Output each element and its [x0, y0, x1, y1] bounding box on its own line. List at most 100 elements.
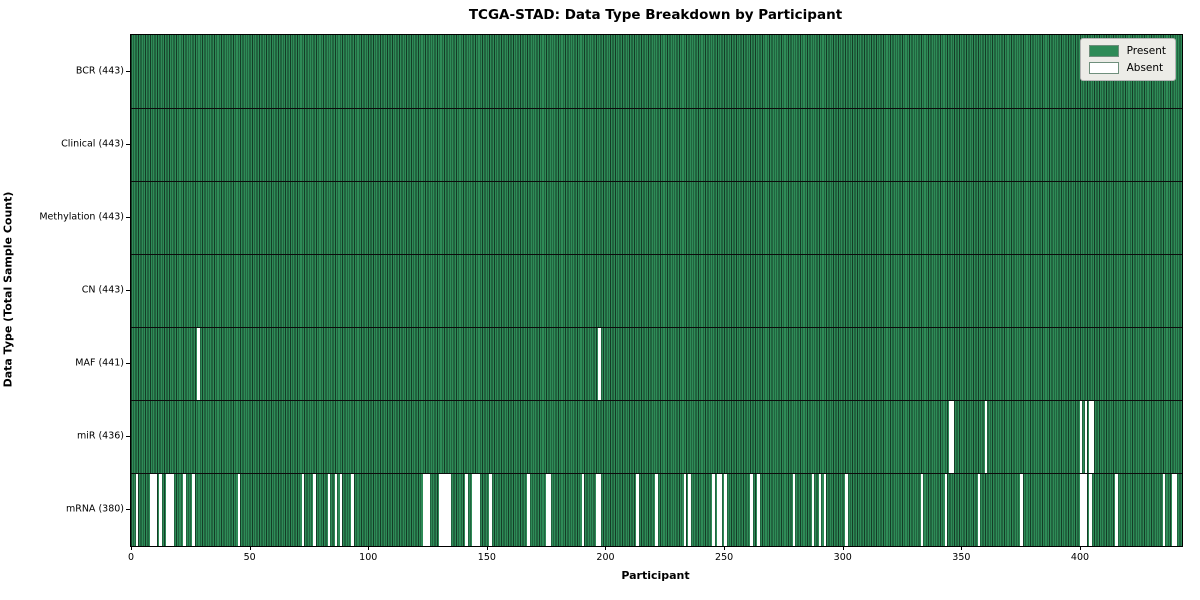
- absent-mark: [301, 473, 305, 546]
- absent-mark: [757, 473, 760, 546]
- y-tick-mark: [126, 508, 130, 510]
- absent-mark: [477, 473, 480, 546]
- x-tick-mark: [724, 546, 726, 550]
- y-tick-mark: [126, 216, 130, 218]
- absent-mark: [149, 473, 153, 546]
- row-divider: [131, 254, 1182, 255]
- absent-mark: [716, 473, 720, 546]
- x-tick-mark: [368, 546, 370, 550]
- x-tick-label: 400: [1070, 552, 1090, 563]
- y-tick-mark: [126, 143, 130, 145]
- x-tick-label: 350: [952, 552, 971, 563]
- absent-mark: [712, 473, 715, 546]
- legend-label-absent: Absent: [1126, 62, 1164, 74]
- y-tick-mark: [126, 435, 130, 437]
- absent-mark: [489, 473, 492, 546]
- absent-mark: [818, 473, 822, 546]
- absent-mark: [152, 473, 155, 546]
- absent-mark: [427, 473, 430, 546]
- x-tick-mark: [961, 546, 963, 550]
- absent-mark: [1172, 473, 1175, 546]
- y-tick-label: Methylation (443): [39, 211, 124, 222]
- legend-item-absent: Absent: [1088, 62, 1166, 74]
- absent-mark: [171, 473, 174, 546]
- absent-mark: [182, 473, 186, 546]
- absent-mark: [465, 473, 468, 546]
- absent-mark: [655, 473, 658, 546]
- absent-mark: [334, 473, 338, 546]
- absent-mark: [1091, 400, 1095, 473]
- absent-mark: [1162, 473, 1166, 546]
- absent-mark: [166, 473, 169, 546]
- absent-mark: [1020, 473, 1024, 546]
- absent-mark: [472, 473, 476, 546]
- absent-mark: [1082, 473, 1085, 546]
- absent-mark: [823, 473, 827, 546]
- absent-mark: [984, 400, 988, 473]
- x-tick-mark: [1079, 546, 1081, 550]
- absent-mark: [811, 473, 815, 546]
- row-divider: [131, 181, 1182, 182]
- x-tick-mark: [486, 546, 488, 550]
- legend-item-present: Present: [1088, 45, 1166, 57]
- plot-area: [130, 34, 1183, 547]
- absent-mark: [636, 473, 639, 546]
- row-cn: [131, 254, 1182, 327]
- absent-mark: [1079, 400, 1083, 473]
- x-tick-mark: [842, 546, 844, 550]
- x-axis-label: Participant: [621, 569, 690, 582]
- row-mrna: [131, 473, 1182, 546]
- y-axis-label: Data Type (Total Sample Count): [1, 191, 15, 388]
- absent-mark: [351, 473, 355, 546]
- legend-label-present: Present: [1126, 45, 1166, 57]
- absent-mark: [719, 473, 722, 546]
- absent-mark: [1084, 473, 1088, 546]
- absent-mark: [339, 473, 343, 546]
- y-tick-label: miR (436): [76, 430, 124, 441]
- absent-mark: [792, 473, 796, 546]
- absent-mark: [595, 473, 599, 546]
- row-divider: [131, 108, 1182, 109]
- absent-mark: [448, 473, 452, 546]
- absent-mark: [1089, 473, 1092, 546]
- y-tick-label: MAF (441): [75, 357, 124, 368]
- row-maf: [131, 327, 1182, 400]
- row-clinical: [131, 108, 1182, 181]
- x-tick-label: 150: [477, 552, 496, 563]
- absent-mark: [197, 327, 200, 400]
- absent-mark: [443, 473, 447, 546]
- absent-mark: [192, 473, 196, 546]
- absent-mark: [424, 473, 428, 546]
- y-tick-mark: [126, 70, 130, 72]
- row-divider: [131, 327, 1182, 328]
- absent-mark: [548, 473, 551, 546]
- y-tick-label: mRNA (380): [65, 503, 124, 514]
- absent-mark: [135, 473, 139, 546]
- absent-mark: [1089, 400, 1092, 473]
- x-tick-label: 100: [359, 552, 378, 563]
- absent-mark: [920, 473, 924, 546]
- absent-mark: [844, 473, 848, 546]
- x-tick-mark: [249, 546, 251, 550]
- absent-mark: [598, 473, 601, 546]
- y-tick-mark: [126, 362, 130, 364]
- row-mir: [131, 400, 1182, 473]
- chart-title: TCGA-STAD: Data Type Breakdown by Partic…: [468, 7, 843, 23]
- y-tick-label: Clinical (443): [61, 138, 124, 149]
- x-tick-label: 300: [833, 552, 852, 563]
- absent-mark: [688, 473, 691, 546]
- y-tick-label: CN (443): [81, 284, 124, 295]
- absent-mark: [977, 473, 981, 546]
- absent-mark: [527, 473, 530, 546]
- absent-mark: [581, 473, 585, 546]
- x-tick-label: 0: [127, 552, 135, 563]
- absent-mark: [422, 473, 426, 546]
- row-bcr: [131, 35, 1182, 108]
- y-tick-label: BCR (443): [75, 65, 124, 76]
- absent-mark: [168, 473, 172, 546]
- absent-mark: [237, 473, 241, 546]
- absent-mark: [750, 473, 753, 546]
- absent-mark: [154, 473, 158, 546]
- present-swatch-icon: [1088, 45, 1119, 57]
- absent-mark: [1084, 400, 1088, 473]
